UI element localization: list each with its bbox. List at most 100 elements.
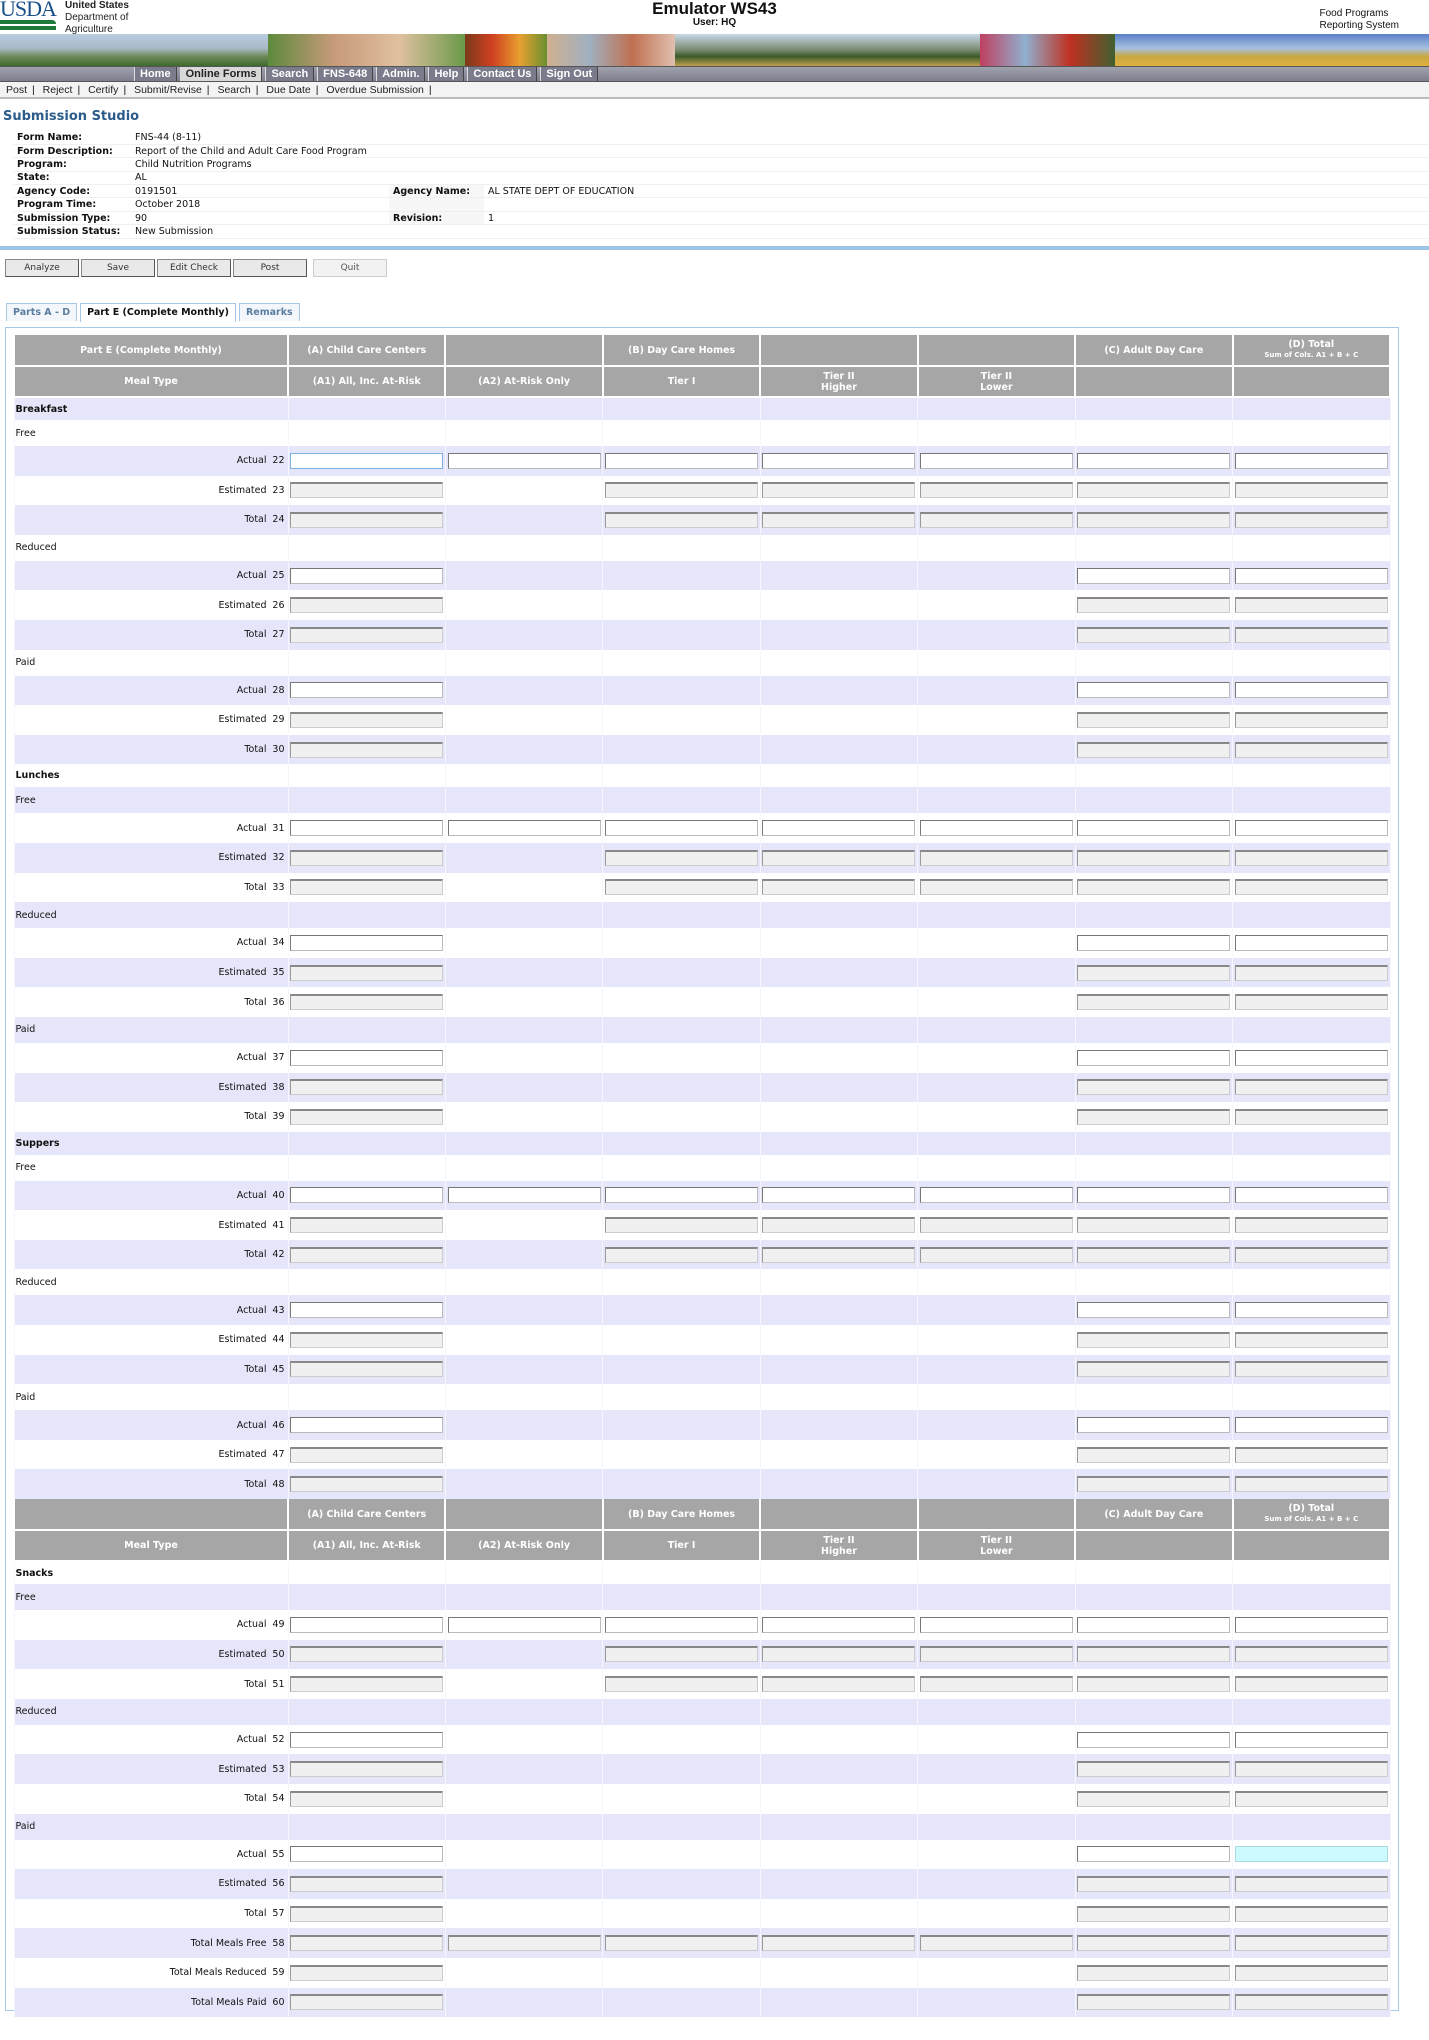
line-37-d-total-input[interactable] bbox=[1234, 1049, 1388, 1066]
line-42-c-adult-day-care-input[interactable] bbox=[1077, 1246, 1231, 1263]
line-48-d-total-input[interactable] bbox=[1234, 1476, 1388, 1493]
line-58-d-total-input[interactable] bbox=[1234, 1935, 1388, 1952]
line-57-c-adult-day-care-input[interactable] bbox=[1077, 1905, 1231, 1922]
line-41-d-total-input[interactable] bbox=[1234, 1217, 1388, 1234]
line-33-tier-2-higher-input[interactable] bbox=[762, 879, 916, 896]
line-57-d-total-input[interactable] bbox=[1234, 1905, 1388, 1922]
line-31-tier-1-input[interactable] bbox=[605, 820, 759, 837]
line-51-tier-2-higher-input[interactable] bbox=[762, 1676, 916, 1693]
line-35-a1-input[interactable] bbox=[290, 964, 444, 981]
line-43-a1-input[interactable] bbox=[290, 1302, 444, 1319]
line-58-tier-2-lower-input[interactable] bbox=[919, 1935, 1073, 1952]
line-42-tier-1-input[interactable] bbox=[605, 1246, 759, 1263]
line-33-a1-input[interactable] bbox=[290, 879, 444, 896]
line-48-a1-input[interactable] bbox=[290, 1476, 444, 1493]
line-31-c-adult-day-care-input[interactable] bbox=[1077, 820, 1231, 837]
line-40-a2-input[interactable] bbox=[447, 1187, 601, 1204]
line-34-d-total-input[interactable] bbox=[1234, 934, 1388, 951]
line-54-a1-input[interactable] bbox=[290, 1790, 444, 1807]
line-32-d-total-input[interactable] bbox=[1234, 849, 1388, 866]
line-25-c-adult-day-care-input[interactable] bbox=[1077, 567, 1231, 584]
line-22-a2-input[interactable] bbox=[447, 452, 601, 469]
line-55-c-adult-day-care-input[interactable] bbox=[1077, 1846, 1231, 1863]
line-23-c-adult-day-care-input[interactable] bbox=[1077, 482, 1231, 499]
line-41-tier-1-input[interactable] bbox=[605, 1217, 759, 1234]
line-24-d-total-input[interactable] bbox=[1234, 511, 1388, 528]
line-36-d-total-input[interactable] bbox=[1234, 994, 1388, 1011]
line-51-tier-1-input[interactable] bbox=[605, 1676, 759, 1693]
line-23-tier-1-input[interactable] bbox=[605, 482, 759, 499]
line-42-tier-2-lower-input[interactable] bbox=[919, 1246, 1073, 1263]
line-42-d-total-input[interactable] bbox=[1234, 1246, 1388, 1263]
line-29-c-adult-day-care-input[interactable] bbox=[1077, 711, 1231, 728]
line-23-a1-input[interactable] bbox=[290, 482, 444, 499]
line-49-tier-2-higher-input[interactable] bbox=[762, 1616, 916, 1633]
line-32-c-adult-day-care-input[interactable] bbox=[1077, 849, 1231, 866]
line-32-tier-2-lower-input[interactable] bbox=[919, 849, 1073, 866]
line-30-d-total-input[interactable] bbox=[1234, 741, 1388, 758]
line-27-d-total-input[interactable] bbox=[1234, 626, 1388, 643]
line-24-tier-1-input[interactable] bbox=[605, 511, 759, 528]
line-42-tier-2-higher-input[interactable] bbox=[762, 1246, 916, 1263]
line-23-tier-2-higher-input[interactable] bbox=[762, 482, 916, 499]
line-45-d-total-input[interactable] bbox=[1234, 1361, 1388, 1378]
line-37-c-adult-day-care-input[interactable] bbox=[1077, 1049, 1231, 1066]
subnav-overdue-submission[interactable]: Overdue Submission bbox=[326, 84, 424, 96]
line-59-d-total-input[interactable] bbox=[1234, 1964, 1388, 1981]
line-60-c-adult-day-care-input[interactable] bbox=[1077, 1994, 1231, 2011]
line-51-c-adult-day-care-input[interactable] bbox=[1077, 1676, 1231, 1693]
line-39-d-total-input[interactable] bbox=[1234, 1108, 1388, 1125]
line-50-c-adult-day-care-input[interactable] bbox=[1077, 1646, 1231, 1663]
nav-contact-us[interactable]: Contact Us bbox=[467, 67, 538, 81]
line-24-c-adult-day-care-input[interactable] bbox=[1077, 511, 1231, 528]
subnav-submit-revise[interactable]: Submit/Revise bbox=[134, 84, 202, 96]
line-22-c-adult-day-care-input[interactable] bbox=[1077, 452, 1231, 469]
line-58-a1-input[interactable] bbox=[290, 1935, 444, 1952]
line-44-d-total-input[interactable] bbox=[1234, 1331, 1388, 1348]
line-58-tier-1-input[interactable] bbox=[605, 1935, 759, 1952]
line-45-c-adult-day-care-input[interactable] bbox=[1077, 1361, 1231, 1378]
line-49-tier-1-input[interactable] bbox=[605, 1616, 759, 1633]
line-34-c-adult-day-care-input[interactable] bbox=[1077, 934, 1231, 951]
line-39-a1-input[interactable] bbox=[290, 1108, 444, 1125]
line-27-c-adult-day-care-input[interactable] bbox=[1077, 626, 1231, 643]
line-40-tier-2-lower-input[interactable] bbox=[919, 1187, 1073, 1204]
line-51-a1-input[interactable] bbox=[290, 1676, 444, 1693]
line-40-a1-input[interactable] bbox=[290, 1187, 444, 1204]
line-60-a1-input[interactable] bbox=[290, 1994, 444, 2011]
line-53-c-adult-day-care-input[interactable] bbox=[1077, 1761, 1231, 1778]
line-51-tier-2-lower-input[interactable] bbox=[919, 1676, 1073, 1693]
line-56-c-adult-day-care-input[interactable] bbox=[1077, 1875, 1231, 1892]
line-41-c-adult-day-care-input[interactable] bbox=[1077, 1217, 1231, 1234]
line-29-d-total-input[interactable] bbox=[1234, 711, 1388, 728]
tab-part-e[interactable]: Part E (Complete Monthly) bbox=[80, 302, 236, 322]
line-27-a1-input[interactable] bbox=[290, 626, 444, 643]
line-23-tier-2-lower-input[interactable] bbox=[919, 482, 1073, 499]
line-38-a1-input[interactable] bbox=[290, 1079, 444, 1096]
tab-parts-a-d[interactable]: Parts A - D bbox=[6, 302, 78, 321]
line-47-c-adult-day-care-input[interactable] bbox=[1077, 1446, 1231, 1463]
line-25-d-total-input[interactable] bbox=[1234, 567, 1388, 584]
post-button[interactable]: Post bbox=[233, 258, 307, 277]
line-36-c-adult-day-care-input[interactable] bbox=[1077, 994, 1231, 1011]
line-25-a1-input[interactable] bbox=[290, 567, 444, 584]
line-30-a1-input[interactable] bbox=[290, 741, 444, 758]
line-28-a1-input[interactable] bbox=[290, 682, 444, 699]
line-50-a1-input[interactable] bbox=[290, 1646, 444, 1663]
line-49-tier-2-lower-input[interactable] bbox=[919, 1616, 1073, 1633]
line-48-c-adult-day-care-input[interactable] bbox=[1077, 1476, 1231, 1493]
line-50-tier-2-lower-input[interactable] bbox=[919, 1646, 1073, 1663]
line-43-c-adult-day-care-input[interactable] bbox=[1077, 1302, 1231, 1319]
line-49-a1-input[interactable] bbox=[290, 1616, 444, 1633]
line-56-a1-input[interactable] bbox=[290, 1875, 444, 1892]
line-50-tier-1-input[interactable] bbox=[605, 1646, 759, 1663]
line-31-tier-2-higher-input[interactable] bbox=[762, 820, 916, 837]
subnav-search[interactable]: Search bbox=[217, 84, 251, 96]
line-22-tier-1-input[interactable] bbox=[605, 452, 759, 469]
line-41-a1-input[interactable] bbox=[290, 1217, 444, 1234]
analyze-button[interactable]: Analyze bbox=[5, 258, 79, 277]
line-49-d-total-input[interactable] bbox=[1234, 1616, 1388, 1633]
line-29-a1-input[interactable] bbox=[290, 711, 444, 728]
line-31-a2-input[interactable] bbox=[447, 820, 601, 837]
line-56-d-total-input[interactable] bbox=[1234, 1875, 1388, 1892]
